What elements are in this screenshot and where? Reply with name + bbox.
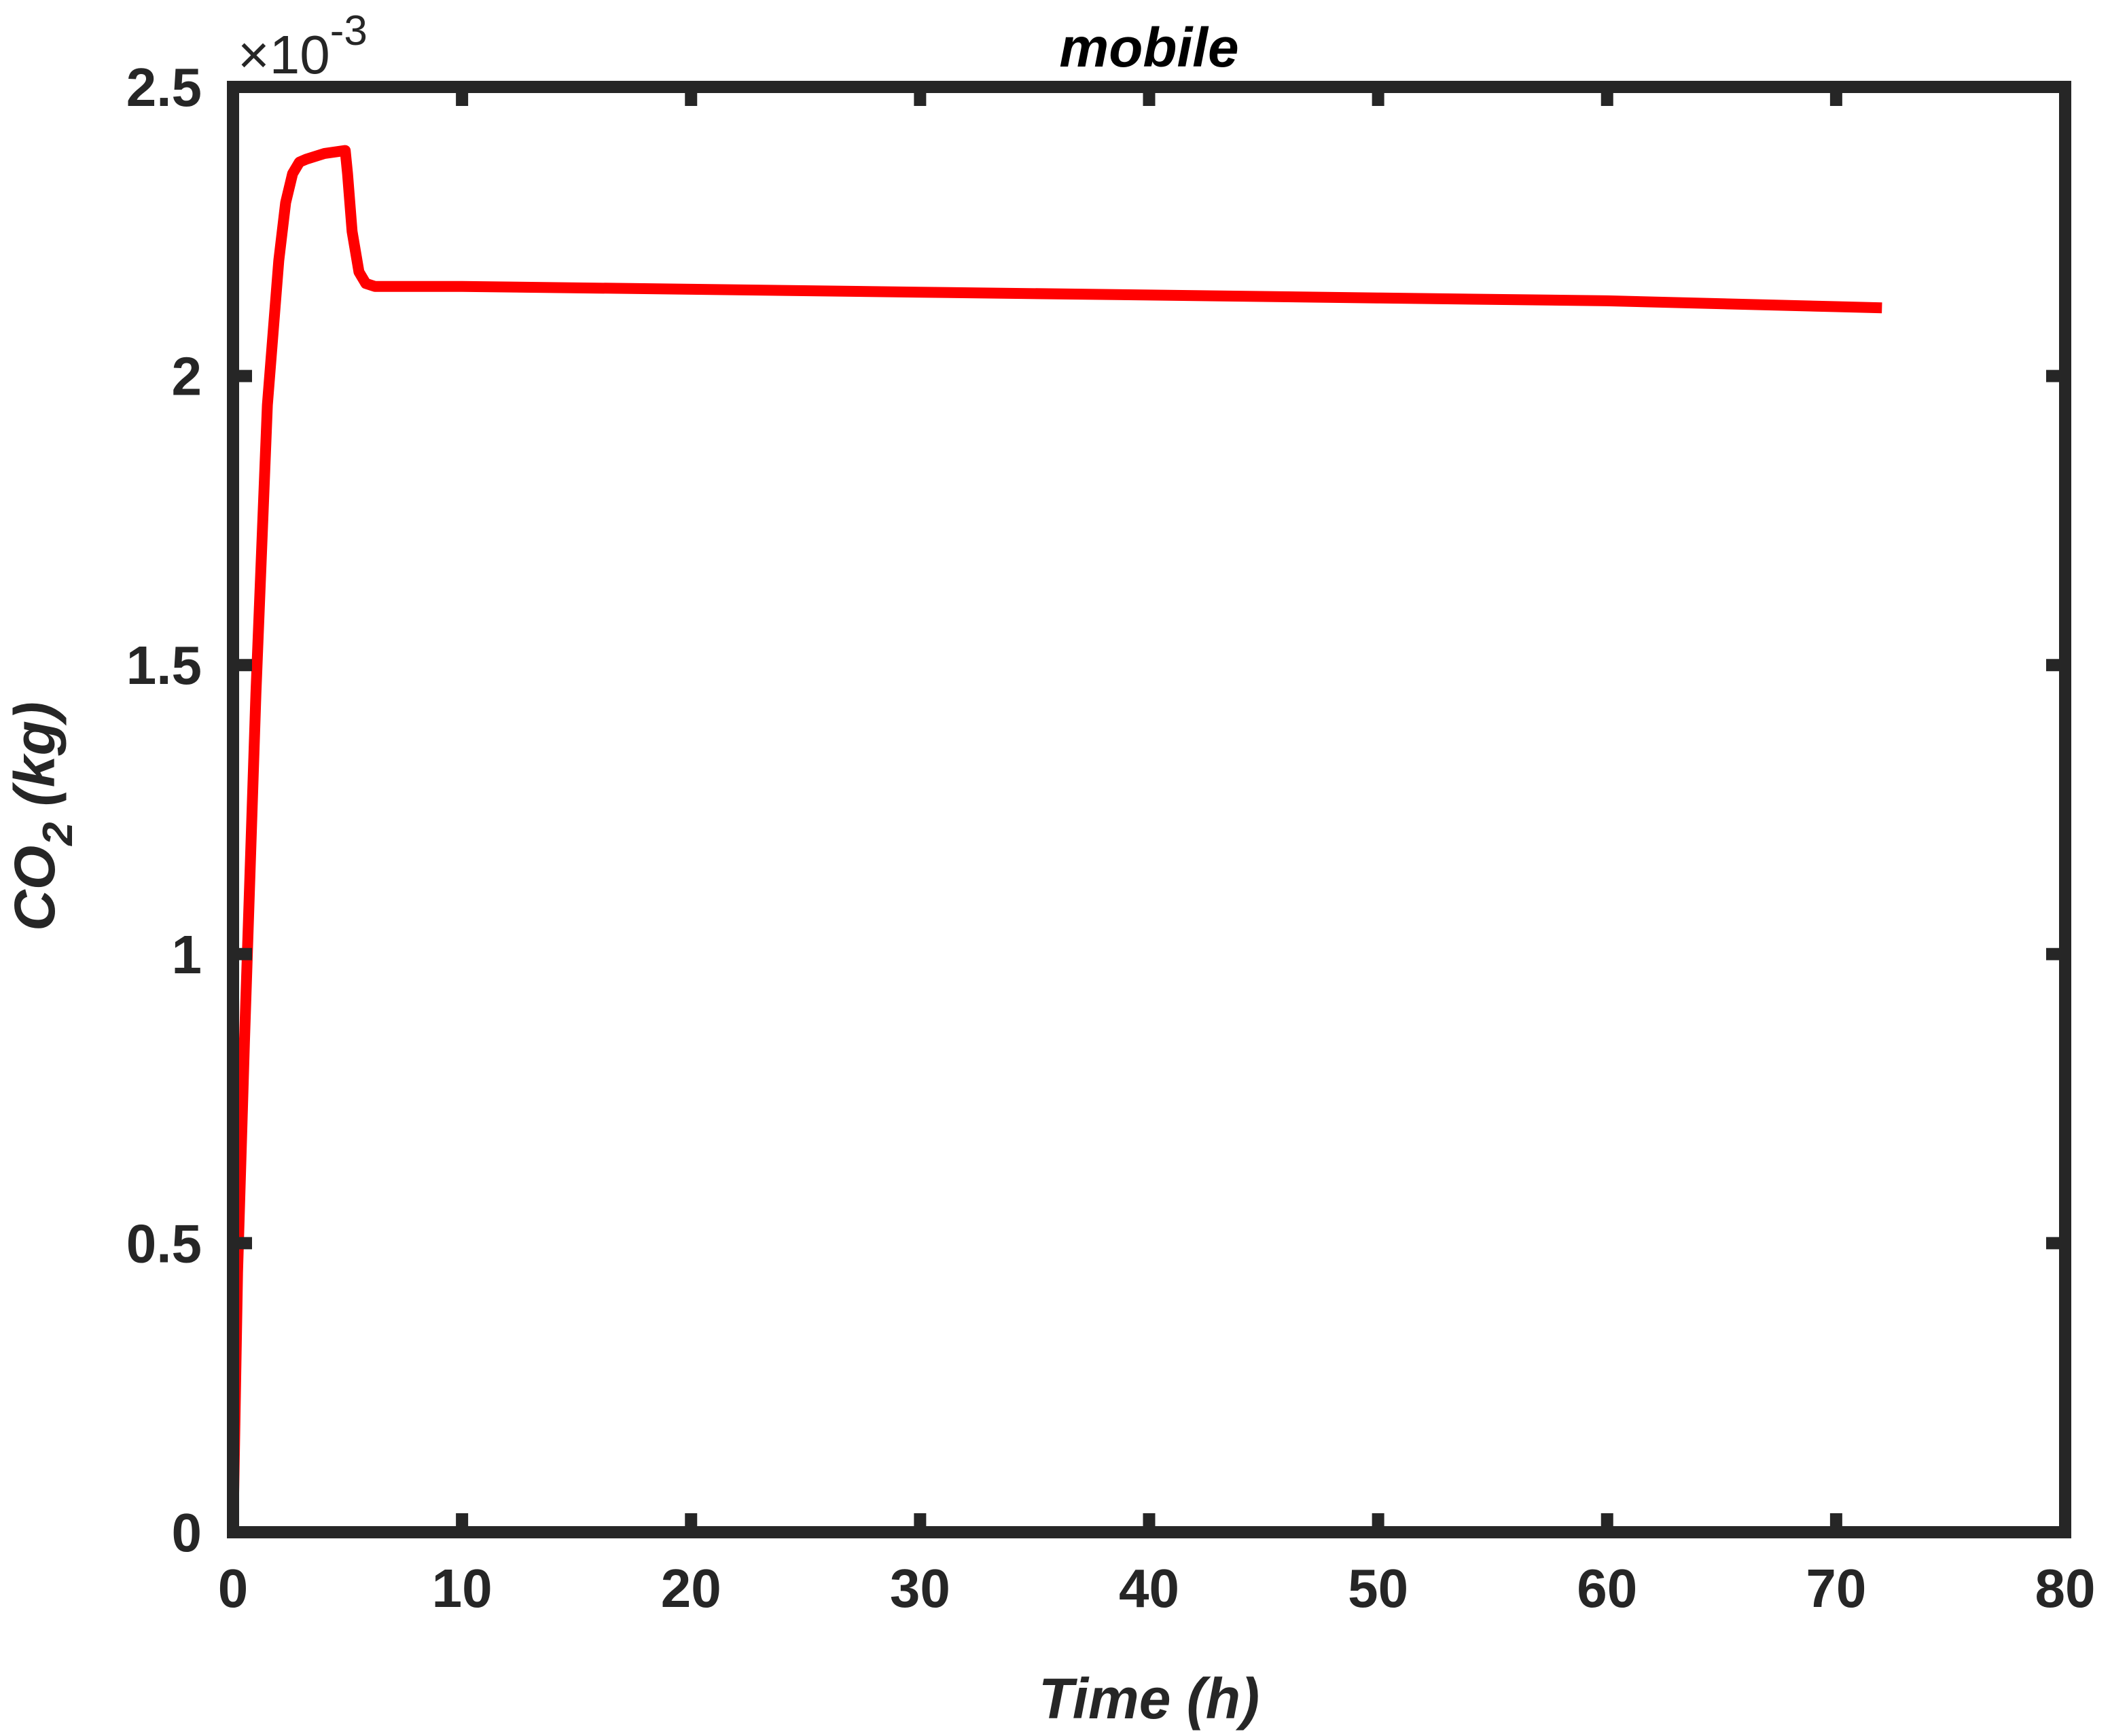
x-tick-label: 70 <box>1806 1558 1866 1619</box>
y-axis-title-main: CO <box>3 846 67 931</box>
x-tick-label: 20 <box>661 1558 721 1619</box>
y-tick-label: 1 <box>172 924 202 985</box>
y-axis-title: CO2 (kg) <box>3 702 82 931</box>
x-axis-title: Time (h) <box>1039 1667 1259 1731</box>
x-tick-label: 10 <box>432 1558 493 1619</box>
line-layer <box>228 145 1882 1533</box>
x-tick-label: 30 <box>890 1558 950 1619</box>
y-tick-label: 2 <box>172 346 202 407</box>
chart-title: mobile <box>1059 17 1238 79</box>
y-axis-title-unit: (kg) <box>3 702 67 822</box>
y-tick-label: 0.5 <box>126 1213 202 1273</box>
y-exponent-prefix: ×10 <box>238 24 330 85</box>
x-tick-label: 60 <box>1577 1558 1637 1619</box>
ticks-layer <box>227 81 2071 1538</box>
labels-layer: 0 10 20 30 40 50 60 70 80 0 0.5 1 1.5 2 2.5 <box>126 57 2096 1619</box>
x-tick-label: 50 <box>1348 1558 1408 1619</box>
y-exponent-label: ×10-3 <box>238 7 368 85</box>
y-exponent-power: -3 <box>330 7 368 54</box>
y-tick-label: 1.5 <box>126 635 202 695</box>
y-axis-title-subscript: 2 <box>35 822 82 846</box>
x-tick-label: 0 <box>218 1558 249 1619</box>
series-line <box>228 145 1882 1533</box>
y-tick-label: 2.5 <box>126 57 202 117</box>
y-tick-label: 0 <box>172 1502 202 1563</box>
x-tick-label: 80 <box>2035 1558 2096 1619</box>
x-tick-label: 40 <box>1119 1558 1179 1619</box>
